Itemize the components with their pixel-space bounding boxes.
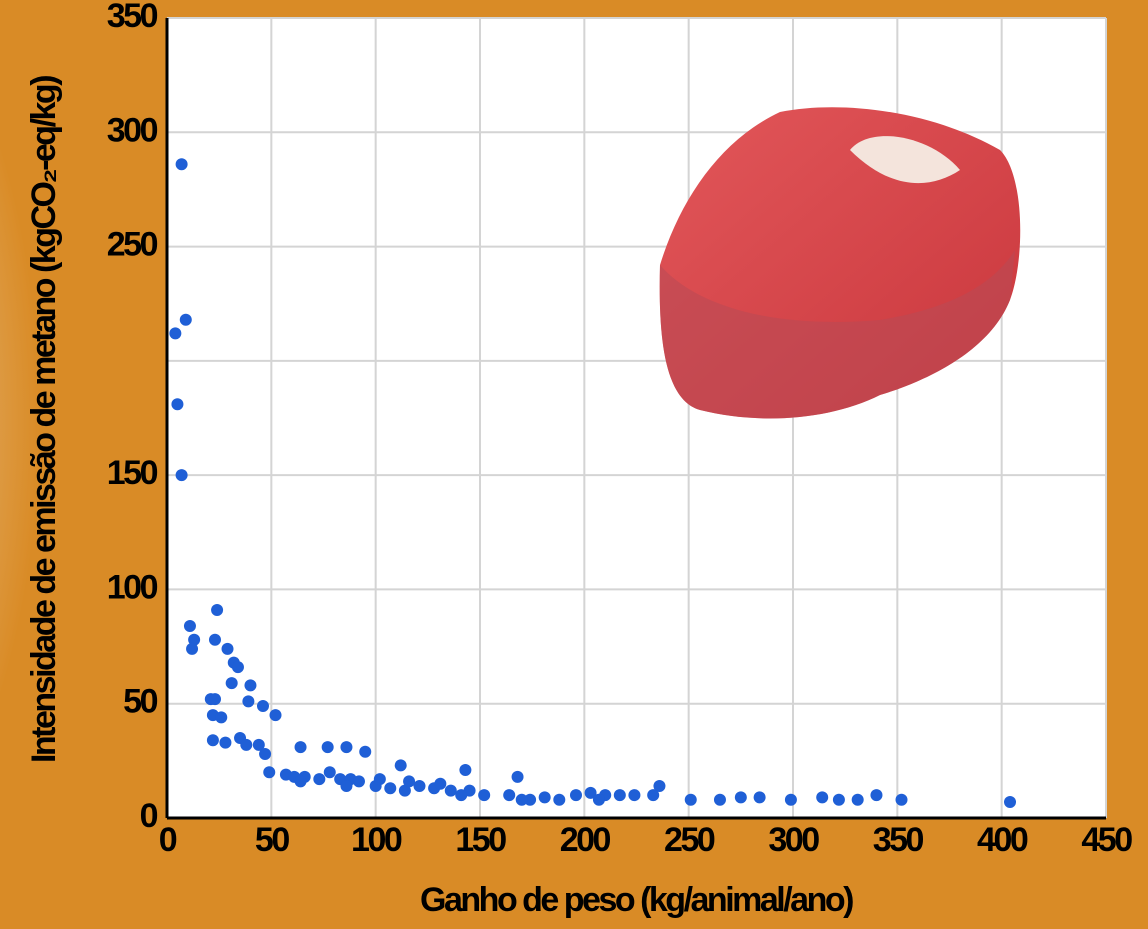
scatter-point [340,780,352,792]
y-tick-label: 50 [123,683,157,721]
scatter-point [512,771,524,783]
scatter-point [434,778,446,790]
x-tick-label: 150 [455,821,506,859]
x-tick-label: 200 [560,821,611,859]
scatter-point [455,789,467,801]
scatter-point [896,794,908,806]
scatter-point [628,789,640,801]
scatter-point [295,741,307,753]
scatter-point [295,775,307,787]
scatter-point [359,746,371,758]
scatter-point [322,741,334,753]
scatter-point [735,791,747,803]
x-tick-label: 450 [1081,821,1132,859]
scatter-point [207,734,219,746]
scatter-point [263,766,275,778]
scatter-point [244,679,256,691]
scatter-point [785,794,797,806]
scatter-point [353,775,365,787]
x-tick-label: 0 [159,821,177,859]
scatter-point [1004,796,1016,808]
scatter-point [226,677,238,689]
scatter-point [242,695,254,707]
scatter-point [184,620,196,632]
y-tick-label: 0 [140,797,158,835]
scatter-point [754,791,766,803]
scatter-point [324,766,336,778]
scatter-point [503,789,515,801]
scatter-point [570,789,582,801]
scatter-point [384,782,396,794]
scatter-point [714,794,726,806]
scatter-point [240,739,252,751]
scatter-point [222,643,234,655]
y-tick-label: 250 [107,226,158,264]
scatter-point [169,327,181,339]
scatter-point [647,789,659,801]
x-tick-label: 50 [255,821,289,859]
scatter-point [215,711,227,723]
scatter-point [478,789,490,801]
y-tick-label: 350 [107,0,158,35]
scatter-point [232,661,244,673]
scatter-point [445,785,457,797]
scatter-point [403,775,415,787]
scatter-point [186,643,198,655]
scatter-point [180,314,192,326]
scatter-point [413,780,425,792]
y-axis-title: Intensidade de emissão de metano (kgCO₂-… [25,76,63,763]
scatter-point [816,791,828,803]
scatter-point [539,791,551,803]
y-tick-label: 100 [107,568,158,606]
x-tick-label: 300 [768,821,819,859]
scatter-point [459,764,471,776]
x-tick-label: 250 [664,821,715,859]
scatter-point [516,794,528,806]
y-tick-label: 300 [107,111,158,149]
scatter-point [852,794,864,806]
x-tick-label: 400 [977,821,1028,859]
scatter-point [270,709,282,721]
x-tick-label: 100 [351,821,402,859]
scatter-point [171,398,183,410]
scatter-point [219,737,231,749]
scatter-point [209,693,221,705]
scatter-point [313,773,325,785]
scatter-point [176,469,188,481]
x-axis-title: Ganho de peso (kg/animal/ano) [420,881,853,919]
scatter-point [833,794,845,806]
scatter-point [257,700,269,712]
scatter-point [395,759,407,771]
chart: Ganho de peso (kg/animal/ano) Intensidad… [0,0,1148,929]
scatter-point [176,158,188,170]
scatter-point [340,741,352,753]
scatter-point [593,794,605,806]
scatter-point [685,794,697,806]
scatter-point [211,604,223,616]
scatter-point [209,634,221,646]
y-tick-label: 150 [107,454,158,492]
scatter-point [259,748,271,760]
scatter-point [553,794,565,806]
scatter-point [870,789,882,801]
scatter-point [614,789,626,801]
x-tick-label: 350 [873,821,924,859]
scatter-point [374,773,386,785]
